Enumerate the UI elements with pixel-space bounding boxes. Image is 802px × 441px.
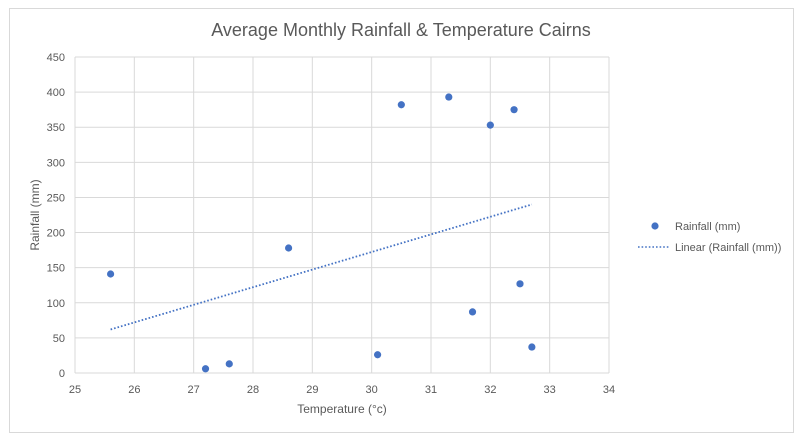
x-tick-label: 33 bbox=[544, 384, 556, 396]
data-point bbox=[445, 93, 453, 101]
data-point bbox=[516, 280, 524, 288]
x-tick-label: 27 bbox=[188, 384, 200, 396]
y-axis-title: Rainfall (mm) bbox=[28, 179, 42, 250]
data-point bbox=[201, 365, 210, 373]
x-tick-label: 26 bbox=[128, 384, 140, 396]
data-point bbox=[510, 106, 518, 114]
chart-frame bbox=[9, 8, 794, 433]
y-tick-label: 350 bbox=[47, 122, 65, 134]
data-point bbox=[225, 360, 233, 368]
y-tick-label: 150 bbox=[47, 263, 65, 275]
y-axis-ticks: 0 50 100 150 200 250 300 350 400 450 bbox=[47, 52, 65, 380]
data-point bbox=[468, 308, 477, 316]
data-point bbox=[397, 101, 405, 109]
data-point bbox=[374, 351, 382, 359]
x-tick-label: 28 bbox=[247, 384, 259, 396]
x-tick-label: 30 bbox=[366, 384, 378, 396]
x-tick-label: 25 bbox=[69, 384, 81, 396]
y-tick-label: 300 bbox=[47, 157, 65, 169]
x-axis-title: Temperature (°c) bbox=[297, 402, 387, 416]
y-tick-label: 400 bbox=[47, 87, 65, 99]
x-tick-label: 31 bbox=[425, 384, 437, 396]
data-point bbox=[528, 343, 536, 351]
data-point bbox=[285, 244, 293, 252]
legend: Rainfall (mm) Linear (Rainfall (mm)) bbox=[638, 221, 781, 254]
legend-marker-rainfall bbox=[651, 222, 659, 230]
y-tick-label: 50 bbox=[53, 333, 65, 345]
data-point bbox=[486, 121, 494, 129]
y-tick-label: 200 bbox=[47, 228, 65, 240]
gridlines bbox=[74, 56, 610, 374]
y-tick-label: 450 bbox=[47, 52, 65, 64]
chart-title: Average Monthly Rainfall & Temperature C… bbox=[211, 20, 591, 40]
y-tick-label: 100 bbox=[47, 298, 65, 310]
trendline bbox=[110, 203, 533, 331]
legend-label-trendline: Linear (Rainfall (mm)) bbox=[675, 242, 781, 254]
y-tick-label: 250 bbox=[47, 192, 65, 204]
y-tick-label: 0 bbox=[59, 368, 65, 380]
data-point bbox=[107, 270, 115, 278]
x-tick-label: 32 bbox=[484, 384, 496, 396]
x-tick-label: 29 bbox=[306, 384, 318, 396]
legend-label-rainfall: Rainfall (mm) bbox=[675, 221, 740, 233]
x-tick-label: 34 bbox=[603, 384, 615, 396]
x-axis-ticks: 25 26 27 28 29 30 31 32 33 34 bbox=[69, 384, 615, 396]
data-points bbox=[107, 93, 536, 373]
